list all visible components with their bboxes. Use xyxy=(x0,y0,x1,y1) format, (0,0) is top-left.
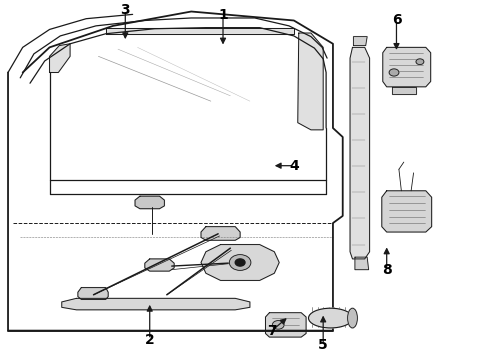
Ellipse shape xyxy=(347,308,357,328)
Text: 4: 4 xyxy=(289,159,299,173)
Polygon shape xyxy=(201,244,279,280)
Text: 6: 6 xyxy=(392,13,401,27)
Polygon shape xyxy=(62,298,250,310)
Circle shape xyxy=(416,59,424,64)
Polygon shape xyxy=(49,44,70,72)
Polygon shape xyxy=(355,257,368,270)
Polygon shape xyxy=(78,288,108,300)
Ellipse shape xyxy=(309,308,352,328)
Circle shape xyxy=(229,255,251,270)
Polygon shape xyxy=(106,28,294,34)
Text: 7: 7 xyxy=(267,324,277,338)
Circle shape xyxy=(389,69,399,76)
Text: 8: 8 xyxy=(382,263,392,277)
Circle shape xyxy=(235,259,245,266)
Polygon shape xyxy=(298,33,323,130)
Text: 1: 1 xyxy=(218,8,228,22)
Polygon shape xyxy=(135,196,164,209)
Polygon shape xyxy=(350,48,369,259)
Polygon shape xyxy=(383,48,431,87)
Polygon shape xyxy=(382,191,432,232)
Polygon shape xyxy=(353,37,367,46)
Text: 5: 5 xyxy=(318,338,328,352)
Circle shape xyxy=(272,321,284,329)
Polygon shape xyxy=(266,313,306,337)
Polygon shape xyxy=(145,259,174,271)
Polygon shape xyxy=(392,87,416,94)
Text: 2: 2 xyxy=(145,333,155,347)
Text: 3: 3 xyxy=(121,3,130,17)
Polygon shape xyxy=(201,227,240,240)
